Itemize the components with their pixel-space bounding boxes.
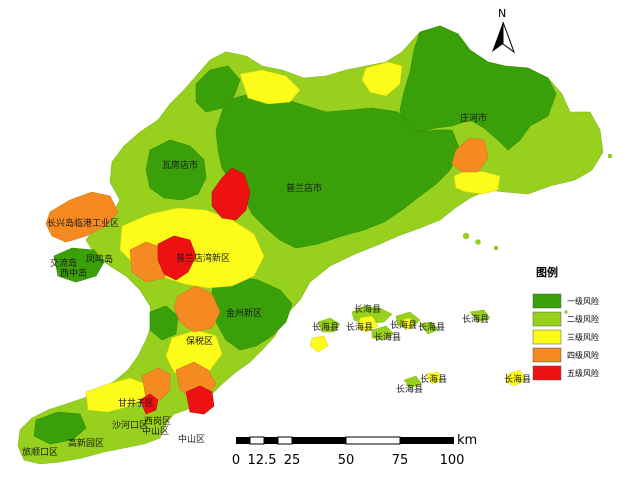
label-changhai-5: 长海县: [374, 331, 401, 343]
scale-bar: km 0 12.5 25 50 75 100: [232, 433, 477, 468]
legend: 图例 一级风险 二级风险 三级风险 四级风险 五级风险: [532, 265, 599, 381]
label-changhai-3: 长海县: [346, 321, 373, 333]
label-zhongshan-2: 中山区: [178, 433, 205, 445]
label-shahekou: 沙河口区: [112, 419, 148, 431]
region-level1-west: [145, 139, 207, 201]
north-arrow-icon: [492, 22, 503, 52]
label-xigang: 西岗区: [144, 416, 171, 427]
legend-swatch-2: [532, 311, 562, 327]
small-islands: [462, 153, 613, 314]
label-xizhong: 西中岛: [60, 267, 87, 279]
legend-swatch-3: [532, 329, 562, 345]
label-pulandian: 普兰店市: [286, 182, 322, 194]
label-jinzhou: 金州新区: [226, 307, 262, 319]
label-baoshui: 保税区: [186, 335, 213, 347]
north-arrow: N: [492, 7, 516, 54]
region-level3-north: [239, 69, 301, 105]
label-pulan-new: 普兰店湾新区: [176, 252, 230, 264]
region-level1-northeast: [399, 25, 557, 151]
scale-tick-3: 50: [338, 453, 355, 468]
label-fengming: 凤鸣岛: [86, 253, 113, 265]
legend-label-1: 一级风险: [567, 296, 599, 306]
scale-tick-2: 25: [284, 453, 301, 468]
label-lvshun: 旅顺口区: [22, 446, 58, 458]
region-level5-pulan-new: [157, 235, 197, 281]
west-islands: [53, 247, 105, 283]
scale-tick-5: 100: [440, 453, 465, 468]
label-zhongshan-1: 中山区: [142, 425, 169, 437]
legend-swatch-4: [532, 347, 562, 363]
region-level4-jinzhou: [173, 285, 221, 333]
legend-swatch-1: [532, 293, 562, 309]
label-changhai-10: 长海县: [504, 373, 531, 385]
region-level1-jinzhou: [209, 275, 293, 351]
label-changhai-1: 长海县: [354, 303, 381, 315]
legend-swatch-5: [532, 365, 562, 381]
region-level3-baoshui: [165, 329, 223, 379]
label-zhuanghe: 庄河市: [460, 112, 487, 124]
region-level5-shahekou: [139, 393, 159, 415]
legend-label-3: 三级风险: [567, 332, 599, 342]
legend-label-2: 二级风险: [567, 314, 599, 324]
north-label: N: [498, 7, 506, 20]
region-level1-lvshun: [33, 411, 87, 445]
legend-label-4: 四级风险: [567, 350, 599, 360]
label-changhai-8: 长海县: [420, 373, 447, 385]
region-level3-northeast: [361, 61, 403, 97]
label-changhai-7: 长海县: [462, 313, 489, 325]
scale-unit: km: [457, 433, 477, 448]
region-level1-southwest: [149, 305, 179, 341]
label-gaoxin: 高新园区: [68, 437, 104, 449]
label-wafangdian: 瓦房店市: [162, 159, 198, 171]
legend-label-5: 五级风险: [567, 368, 599, 378]
region-level4-zhuanghe: [451, 137, 489, 173]
label-changxing: 长兴岛临港工业区: [47, 217, 119, 229]
label-changhai-2: 长海县: [312, 321, 339, 333]
changxing-island: [45, 191, 119, 243]
legend-title: 图例: [536, 265, 558, 279]
region-level5-pulandian: [211, 167, 251, 221]
label-ganjingzi: 甘井子区: [118, 397, 154, 409]
scale-tick-1: 12.5: [248, 453, 277, 468]
scale-tick-0: 0: [232, 453, 240, 468]
scale-tick-4: 75: [392, 453, 409, 468]
label-changhai-6: 长海县: [418, 321, 445, 333]
label-changhai-4: 长海县: [390, 319, 417, 331]
region-level5-zhongshan: [185, 385, 215, 415]
changhai-islands: [309, 305, 527, 389]
label-jiaoliu: 交流岛: [50, 257, 77, 269]
region-level1-northwest: [195, 65, 241, 113]
label-changhai-9: 长海县: [396, 383, 423, 395]
